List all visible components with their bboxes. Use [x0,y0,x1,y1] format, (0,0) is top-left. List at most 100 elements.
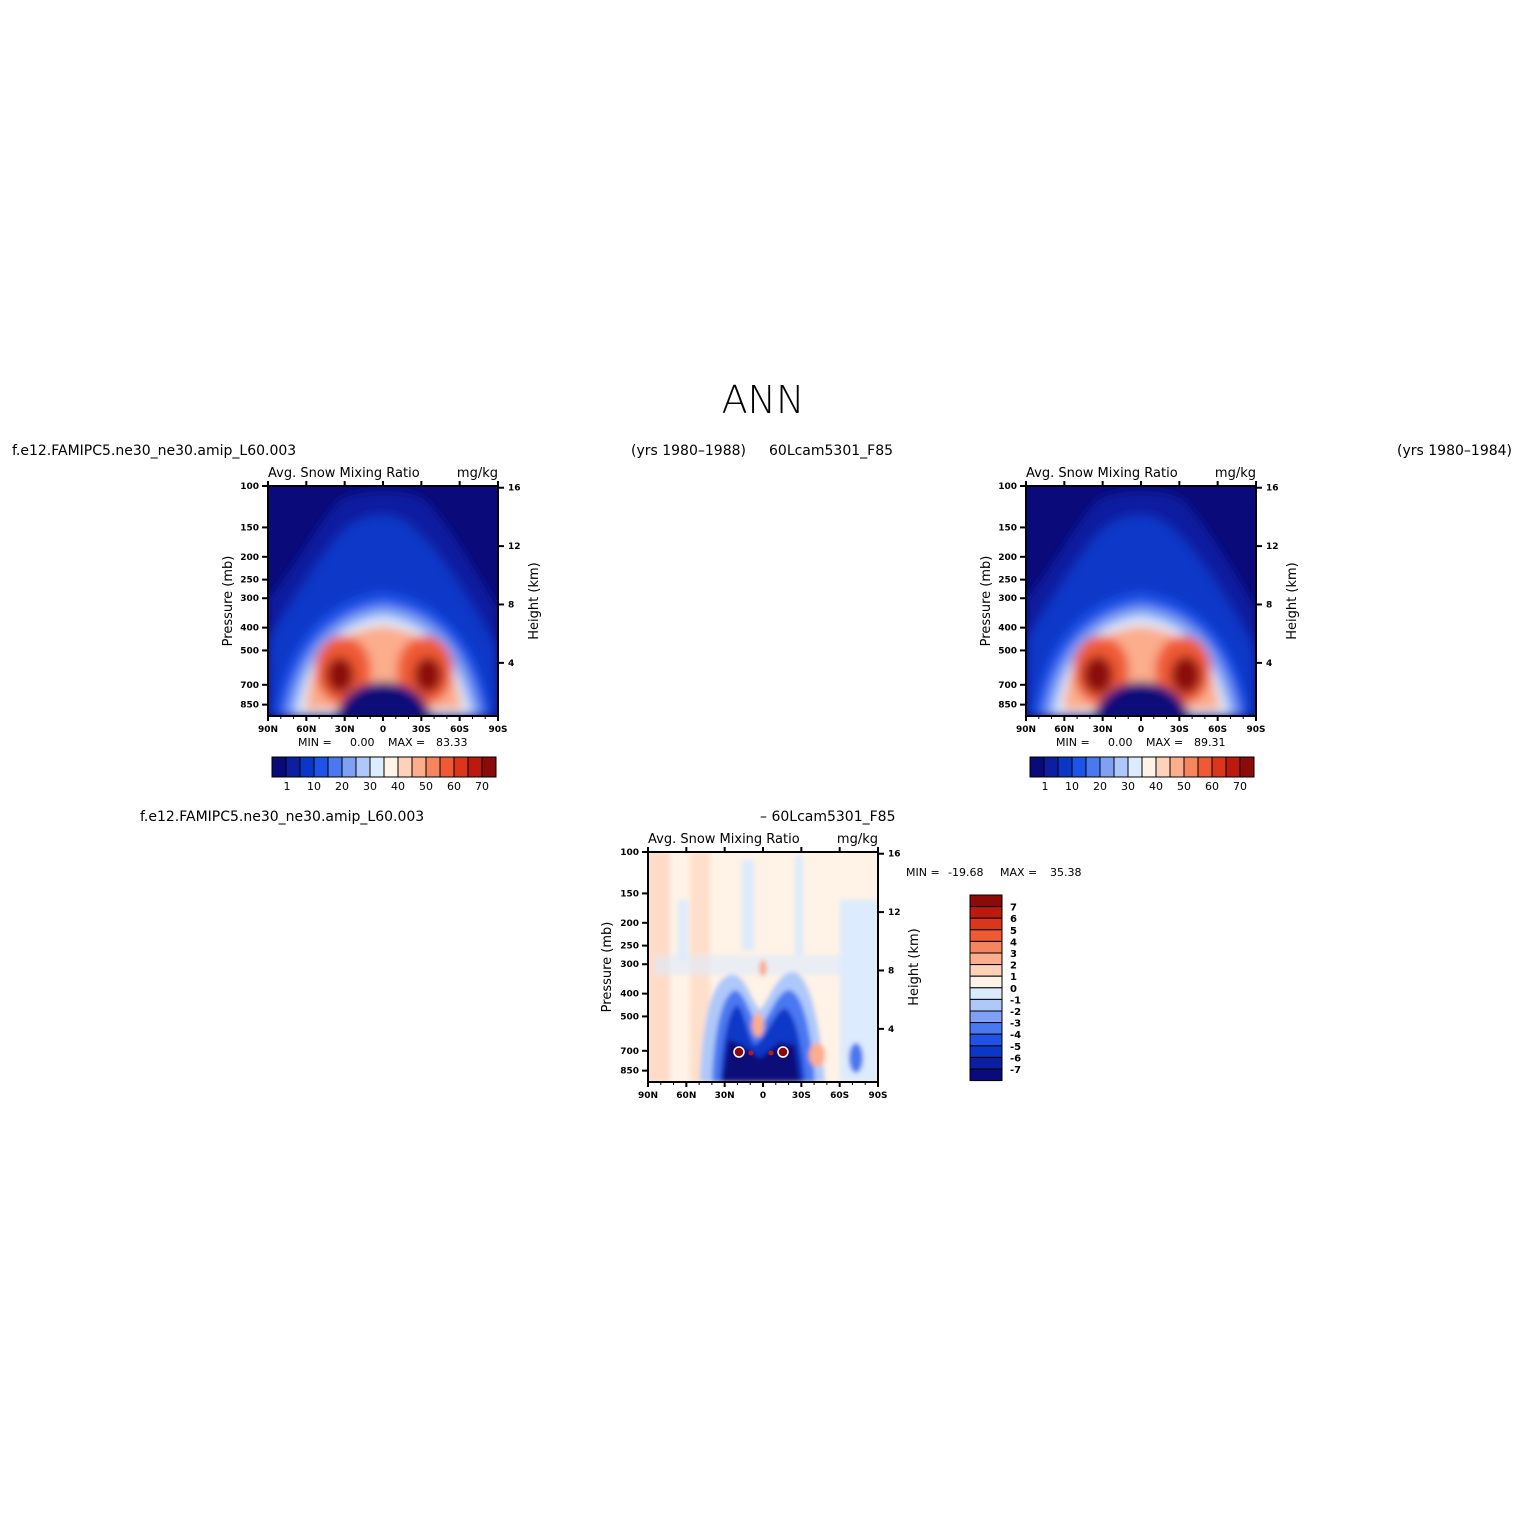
colorbar-label: 50 [419,780,433,793]
y-tick-label: 700 [620,1047,639,1057]
colorbar-label: 40 [1149,780,1163,793]
panel-title: Avg. Snow Mixing Ratio [268,466,420,481]
colorbar-cell [1043,756,1059,778]
x-tick-label: 0 [380,725,386,735]
y-tick-label: 500 [240,646,259,656]
colorbar-label: -1 [1010,995,1021,1006]
colorbar-cell [313,756,329,778]
colorbar-label: -4 [1010,1030,1021,1041]
y-tick-label: 400 [998,624,1017,634]
colorbar-cell [397,756,413,778]
y-right-tick-label: 8 [508,600,514,610]
y-tick-label: 150 [998,523,1017,533]
contour-band [742,860,754,950]
colorbar-cell [1141,756,1157,778]
y-tick-label: 850 [240,701,259,711]
y-tick-label: 100 [620,848,639,858]
colorbar-cell [969,1022,1003,1035]
case1-years: (yrs 1980–1988) [631,443,746,459]
y-ticks: 100 150 200 250 300 400 500 700 850 16 12 8 4 [240,482,520,711]
min-value: 0.00 [350,736,375,749]
x-tick-label: 30N [1093,725,1113,735]
colorbar-cell [1225,756,1241,778]
x-tick-label: 90S [1246,725,1265,735]
y-right-tick-label: 4 [508,659,514,669]
colorbar-label: -6 [1010,1053,1021,1064]
min-value: -19.68 [948,866,983,879]
x-tick-label: 90N [638,1091,658,1101]
colorbar-cell [1057,756,1073,778]
x-tick-label: 0 [1138,725,1144,735]
colorbar-cell [341,756,357,778]
colorbar-cell [1211,756,1227,778]
colorbar-cell [969,1068,1003,1082]
min-label: MIN = [298,736,332,749]
colorbar-cell [969,894,1003,908]
colorbar-cell [969,1033,1003,1047]
y-tick-label: 300 [620,960,639,970]
contour-band [759,960,767,976]
y-tick-label: 250 [998,576,1017,586]
contour-band [1093,682,1190,716]
colorbar-cell [1239,756,1255,778]
contour-band [768,1050,774,1056]
y-tick-label: 700 [240,681,259,691]
y-ticks: 100 150 200 250 300 400 500 700 850 16 12 8 4 [620,848,900,1077]
contour-band [752,1013,764,1037]
panel-title: Avg. Snow Mixing Ratio [1026,466,1178,481]
max-value: 83.33 [436,736,468,749]
y-tick-label: 200 [620,919,639,929]
colorbar-label: 0 [1010,984,1017,995]
x-tick-label: 90S [868,1091,887,1101]
colorbar-cell [467,756,483,778]
y-right-tick-label: 12 [888,908,901,918]
colorbar-cell [383,756,399,778]
colorbar-label: 70 [1233,780,1247,793]
x-tick-label: 60S [830,1091,849,1101]
colorbar-label: -7 [1010,1065,1021,1076]
colorbar-label: 10 [1065,780,1079,793]
y-tick-label: 400 [240,624,259,634]
colorbar-cell [969,998,1003,1012]
x-tick-label: 90N [258,725,278,735]
y-tick-label: 250 [620,942,639,952]
colorbar-label: 1 [1010,972,1017,983]
max-label: MAX = [1000,866,1037,879]
colorbar-cell [969,1056,1003,1070]
colorbar-cell [1155,756,1171,778]
case2-label: 60Lcam5301_F85 [769,443,893,459]
min-label: MIN = [1056,736,1090,749]
colorbar-cell [969,952,1003,966]
colorbar-cell [969,975,1003,989]
figure-title: ANN [722,378,805,422]
contour-band [414,657,442,693]
y-right-tick-label: 8 [1266,600,1272,610]
y-tick-label: 300 [240,594,259,604]
contour-band [655,955,855,975]
panel-case1: Avg. Snow Mixing Ratio mg/kg 90N 60N 30N 0 3… [221,466,542,793]
case1-label: f.e12.FAMIPC5.ne30_ne30.amip_L60.003 [12,443,296,459]
panel-difference: Avg. Snow Mixing Ratio mg/kg [600,832,1082,1101]
y-tick-label: 300 [998,594,1017,604]
colorbar-label: -3 [1010,1019,1021,1030]
y-tick-label: 500 [620,1012,639,1022]
y-tick-label: 850 [620,1067,639,1077]
panel-case2: Avg. Snow Mixing Ratio mg/kg 90N 60N 30N 0 3… [979,466,1300,793]
colorbar-cell [439,756,455,778]
y-right-tick-label: 12 [508,542,521,552]
x-tick-label: 60S [450,725,469,735]
y-right-tick-label: 16 [1266,484,1279,494]
y-tick-label: 700 [998,681,1017,691]
contour-band [678,900,688,960]
colorbar-cell [969,987,1003,1000]
contour-band [795,856,803,956]
y-tick-label: 150 [620,889,639,899]
colorbar-label: 40 [391,780,405,793]
y-ticks: 100 150 200 250 300 400 500 700 850 16 12 8 4 [998,482,1278,711]
x-tick-label: 90N [1016,725,1036,735]
colorbar: 1 10 20 30 40 50 60 70 [271,756,497,793]
case2-years: (yrs 1980–1984) [1397,443,1512,459]
max-label: MAX = [388,736,425,749]
colorbar-cell [411,756,427,778]
